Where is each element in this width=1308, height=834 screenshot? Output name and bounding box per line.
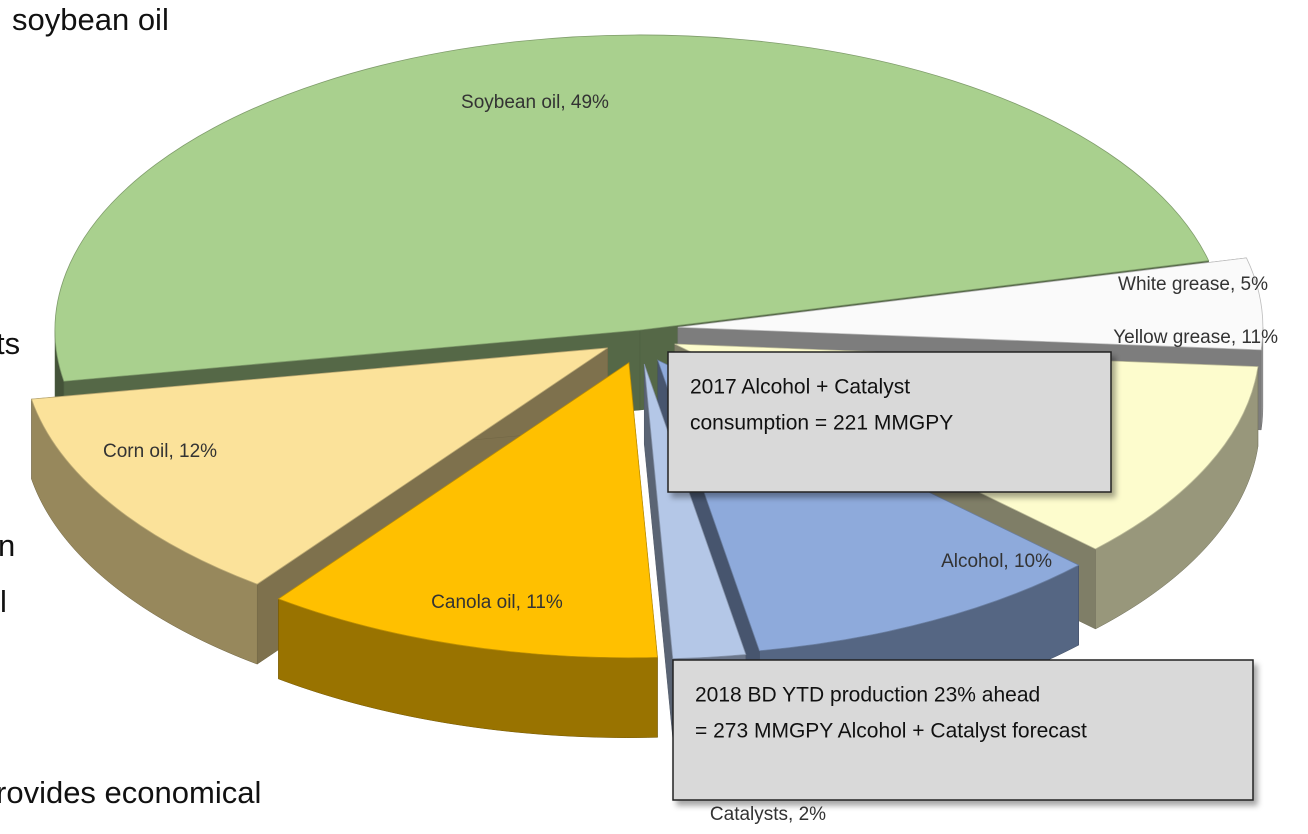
slice-label: Catalysts, 2% — [710, 804, 826, 825]
slice — [277, 361, 658, 659]
annotation-text: 2017 Alcohol + Catalyst — [690, 376, 910, 399]
annotation-text: 2018 BD YTD production 23% ahead — [695, 684, 1040, 707]
slice — [54, 34, 1210, 382]
slide-text: l — [0, 584, 7, 619]
slice-label: Yellow grease, 11% — [1113, 327, 1278, 348]
slice — [30, 347, 608, 585]
annotation-box — [672, 659, 1254, 801]
slice-label: Soybean oil, 49% — [461, 92, 609, 113]
slide-text: rovides economical — [0, 775, 261, 810]
slide-text: soybean oil — [12, 2, 169, 37]
slice-label: White grease, 5% — [1118, 274, 1268, 295]
slide-text-layer: soybean oil ts n l rovides economical — [0, 2, 261, 810]
annotations: 2017 Alcohol + Catalyst consumption = 221… — [667, 351, 1254, 801]
slice — [677, 257, 1264, 351]
annotation-box — [667, 351, 1112, 493]
slice-label: Corn oil, 12% — [103, 441, 217, 462]
annotation-text: consumption = 221 MMGPY — [690, 412, 953, 435]
annotation-text: = 273 MMGPY Alcohol + Catalyst forecast — [695, 720, 1087, 743]
slice-label: Alcohol, 10% — [941, 551, 1052, 572]
slide-text: ts — [0, 326, 20, 361]
slide-text: n — [0, 528, 15, 563]
slice-label: Canola oil, 11% — [431, 592, 563, 613]
